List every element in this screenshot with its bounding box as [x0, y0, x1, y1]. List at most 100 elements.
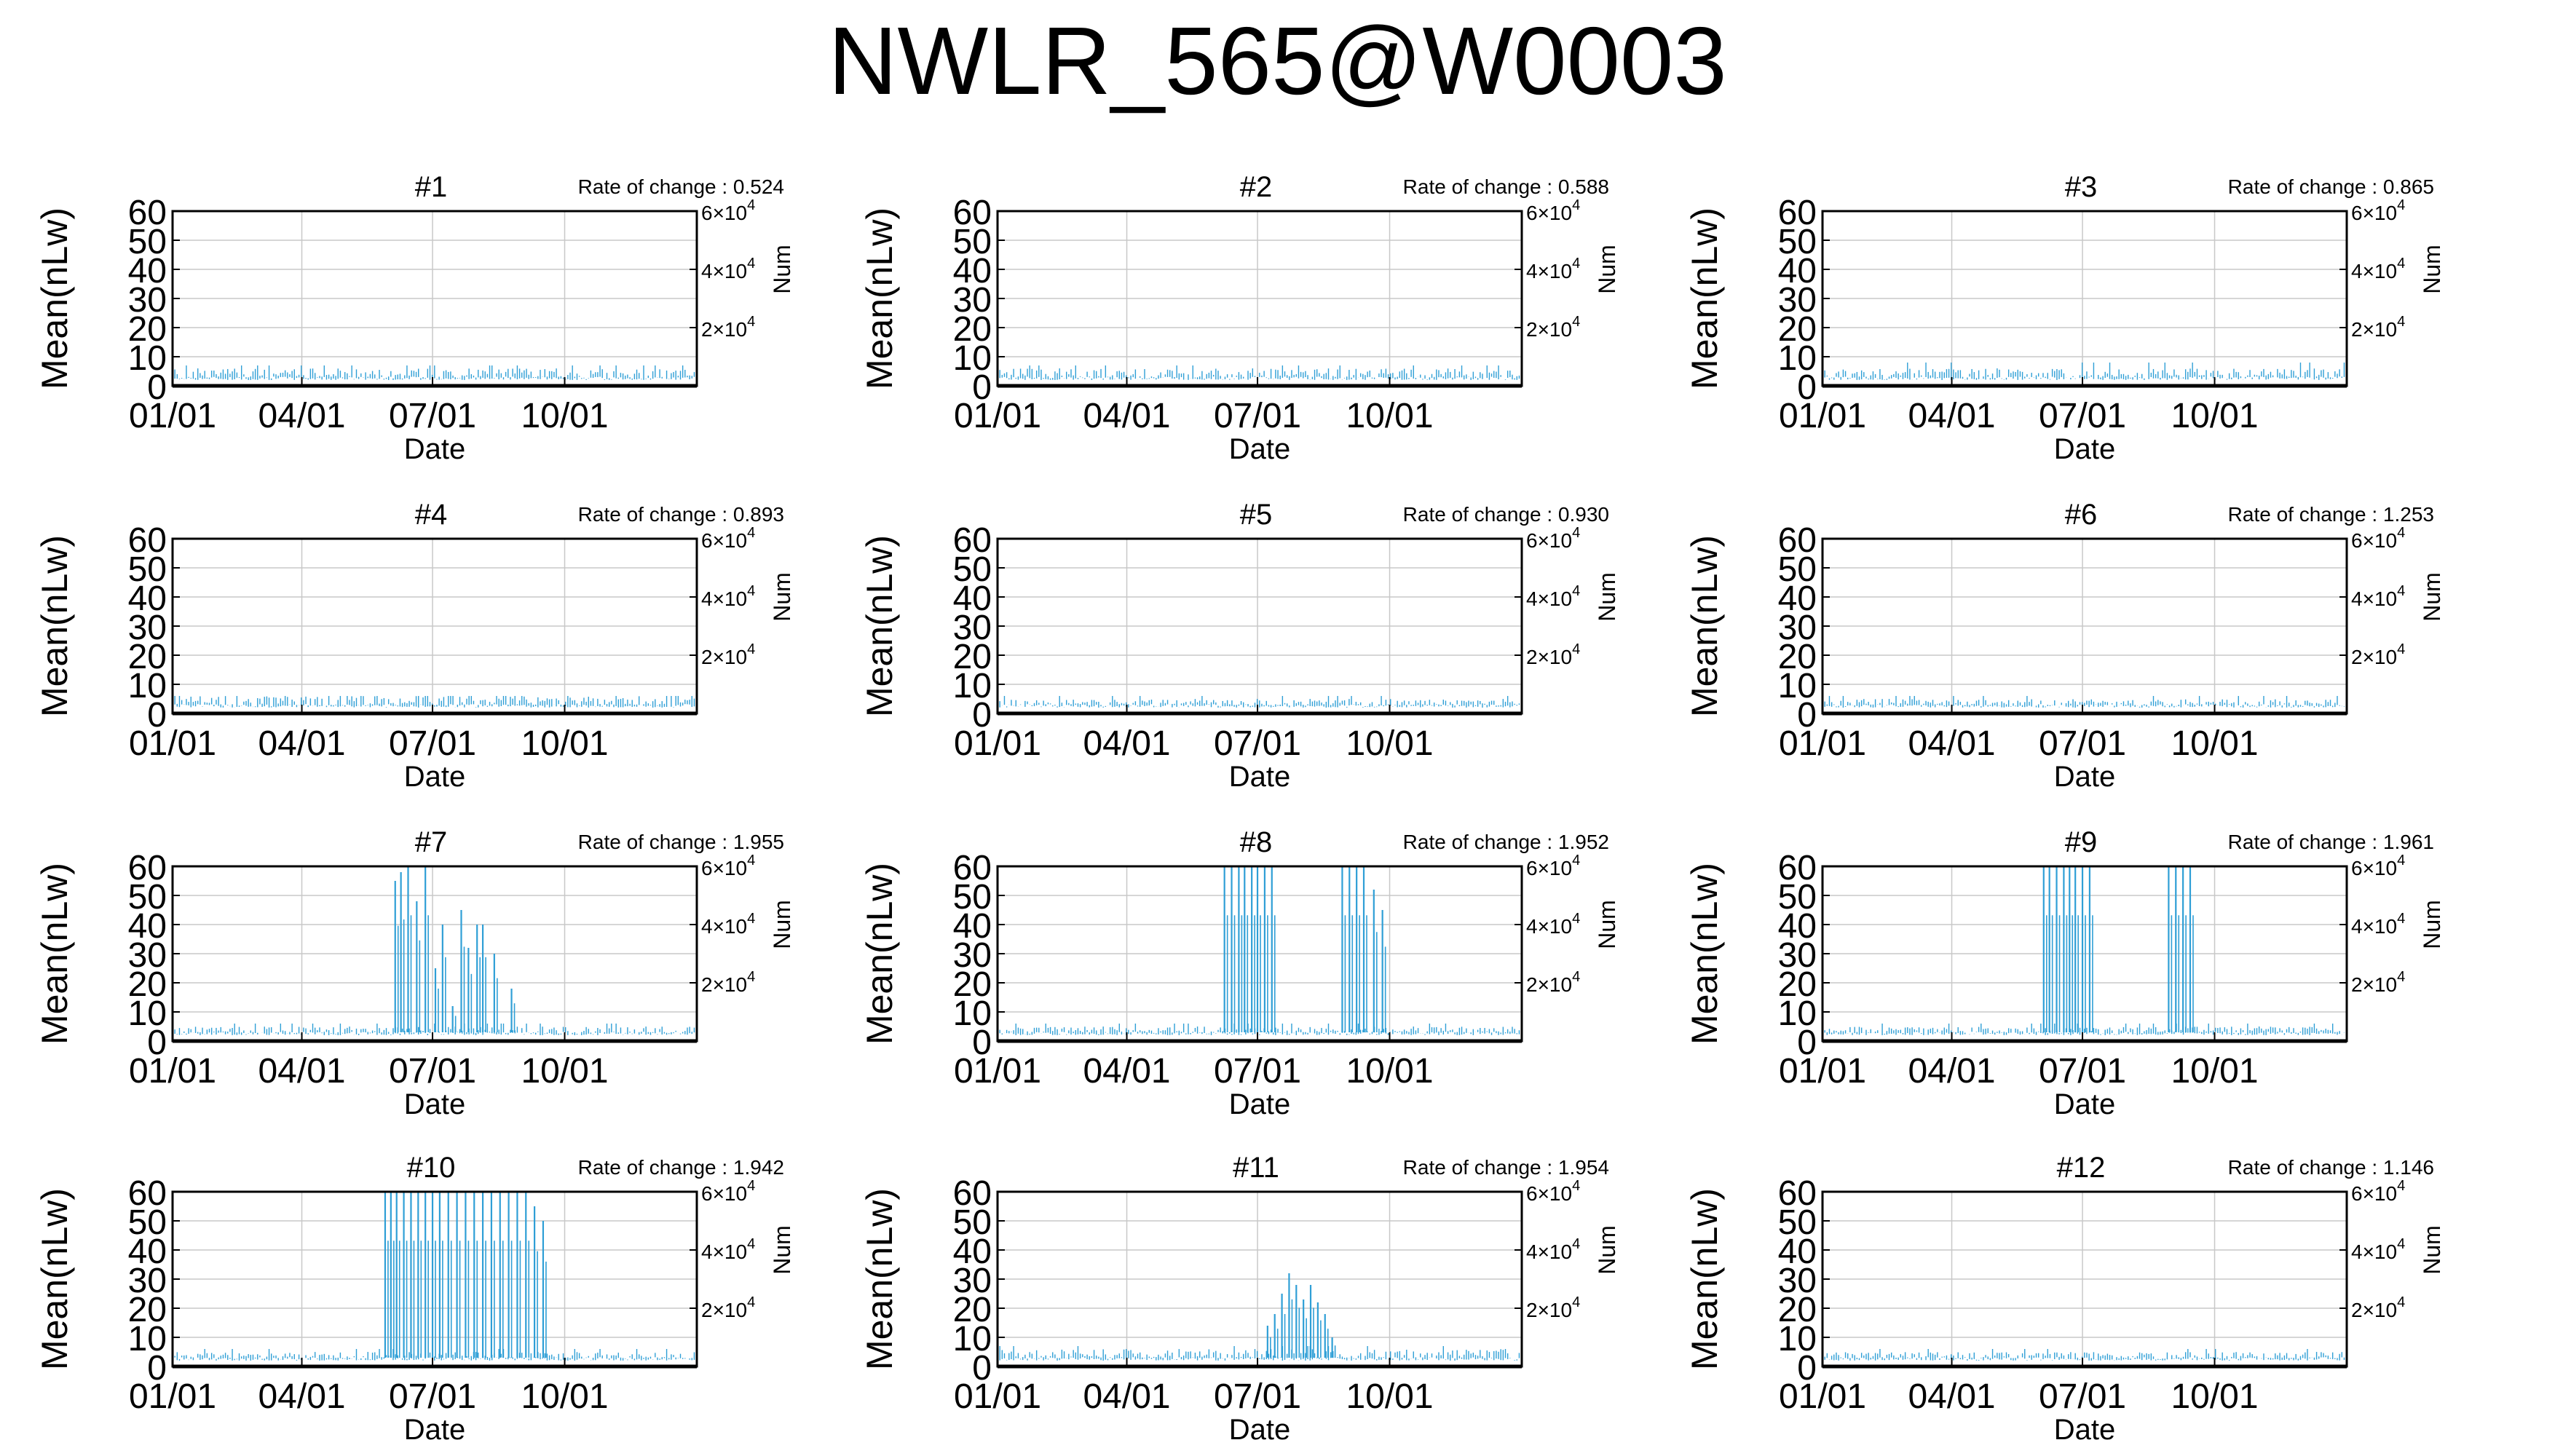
subplot-title: #6: [2065, 499, 2098, 531]
data-series: [172, 1192, 698, 1361]
subplot-title: #1: [415, 171, 448, 203]
y-tick-label: 0: [1797, 1024, 1817, 1062]
y-axis-label: Mean(nLw): [1684, 535, 1725, 717]
x-tick-label: 10/01: [521, 1377, 608, 1416]
subplot-title: #2: [1240, 171, 1273, 203]
y-tick-label: 30: [1778, 936, 1817, 975]
rate-of-change: Rate of change : 0.930: [1403, 503, 1609, 526]
y-tick-label: 0: [972, 696, 992, 735]
y-tick-label: 10: [953, 667, 992, 705]
subplot-title: #9: [2065, 826, 2098, 858]
y-tick-label: 20: [953, 638, 992, 676]
x-axis-label: Date: [2054, 1414, 2116, 1446]
x-axis-label: Date: [404, 761, 466, 793]
data-series: [997, 866, 1523, 1035]
x-tick-label: 04/01: [258, 397, 345, 435]
y-tick-label: 50: [128, 550, 167, 589]
y-axis-label: Mean(nLw): [859, 1188, 900, 1370]
y-tick-label: 0: [1797, 1349, 1817, 1388]
y2-tick-label: 6×104: [2351, 197, 2405, 224]
data-series: [1822, 866, 2347, 1035]
y2-axis-label: Num: [769, 900, 795, 949]
y2-tick-label: 2×104: [701, 641, 755, 668]
y2-tick-label: 6×104: [701, 1178, 755, 1205]
y-tick-label: 0: [147, 1024, 167, 1062]
x-axis-label: Date: [1229, 433, 1291, 465]
rate-of-change: Rate of change : 1.961: [2228, 831, 2434, 853]
x-tick-label: 07/01: [1214, 397, 1301, 435]
y-axis-label: Mean(nLw): [34, 863, 75, 1045]
y-tick-label: 40: [128, 1233, 167, 1271]
y-tick-label: 0: [147, 1349, 167, 1388]
x-tick-label: 07/01: [389, 1052, 476, 1091]
y2-axis-label: Num: [1594, 900, 1620, 949]
rate-of-change: Rate of change : 1.253: [2228, 503, 2434, 526]
y-axis-label: Mean(nLw): [34, 1188, 75, 1370]
y2-tick-label: 2×104: [2351, 969, 2405, 996]
y-tick-label: 60: [128, 849, 167, 887]
x-tick-label: 07/01: [1214, 1052, 1301, 1091]
x-tick-label: 01/01: [1779, 397, 1866, 435]
x-tick-label: 01/01: [129, 1052, 216, 1091]
y-tick-label: 10: [1778, 994, 1817, 1033]
data-series: [172, 866, 698, 1035]
x-tick-label: 10/01: [1346, 1052, 1433, 1091]
rate-of-change: Rate of change : 0.588: [1403, 175, 1609, 198]
y2-tick-label: 4×104: [1526, 583, 1580, 610]
subplot-title: #11: [1233, 1152, 1279, 1184]
y-tick-label: 40: [953, 1233, 992, 1271]
y-tick-label: 60: [128, 194, 167, 232]
y-tick-label: 10: [128, 994, 167, 1033]
y-tick-label: 60: [953, 194, 992, 232]
y-tick-label: 40: [953, 252, 992, 290]
y-axis-label: Mean(nLw): [859, 863, 900, 1045]
y2-tick-label: 6×104: [1526, 197, 1580, 224]
y2-axis-label: Num: [769, 1225, 795, 1275]
y-tick-label: 10: [128, 667, 167, 705]
x-tick-label: 07/01: [2039, 1052, 2126, 1091]
data-series: [997, 1273, 1523, 1361]
y-tick-label: 60: [1778, 194, 1817, 232]
y-tick-label: 10: [128, 339, 167, 378]
y2-axis-label: Num: [1594, 1225, 1620, 1275]
rate-of-change: Rate of change : 1.942: [578, 1156, 784, 1179]
y2-axis-label: Num: [2419, 572, 2445, 622]
y-tick-label: 10: [1778, 667, 1817, 705]
data-series: [172, 365, 698, 380]
y-tick-label: 30: [128, 609, 167, 647]
y-tick-label: 20: [128, 638, 167, 676]
x-axis-label: Date: [1229, 1414, 1291, 1446]
y-tick-label: 60: [128, 521, 167, 560]
page-title: NWLR_565@W0003: [828, 7, 1727, 114]
y2-axis-label: Num: [2419, 1225, 2445, 1275]
x-tick-label: 07/01: [389, 724, 476, 763]
y2-axis-label: Num: [2419, 245, 2445, 294]
x-tick-label: 10/01: [2171, 1377, 2258, 1416]
y-tick-label: 60: [1778, 849, 1817, 887]
y-tick-label: 40: [128, 907, 167, 946]
x-tick-label: 04/01: [1083, 1052, 1170, 1091]
x-axis-label: Date: [404, 1088, 466, 1120]
y2-tick-label: 2×104: [701, 1294, 755, 1321]
y-tick-label: 50: [128, 1203, 167, 1242]
y-tick-label: 0: [972, 368, 992, 407]
y-tick-label: 30: [953, 609, 992, 647]
y2-tick-label: 2×104: [2351, 641, 2405, 668]
x-axis-label: Date: [2054, 1088, 2116, 1120]
x-tick-label: 10/01: [2171, 397, 2258, 435]
y2-tick-label: 6×104: [2351, 852, 2405, 879]
y2-tick-label: 4×104: [701, 256, 755, 282]
y-tick-label: 40: [1778, 579, 1817, 618]
y-tick-label: 30: [128, 281, 167, 320]
y-tick-label: 20: [953, 965, 992, 1004]
y-tick-label: 30: [953, 1262, 992, 1300]
y-tick-label: 40: [953, 579, 992, 618]
y-tick-label: 40: [1778, 1233, 1817, 1271]
